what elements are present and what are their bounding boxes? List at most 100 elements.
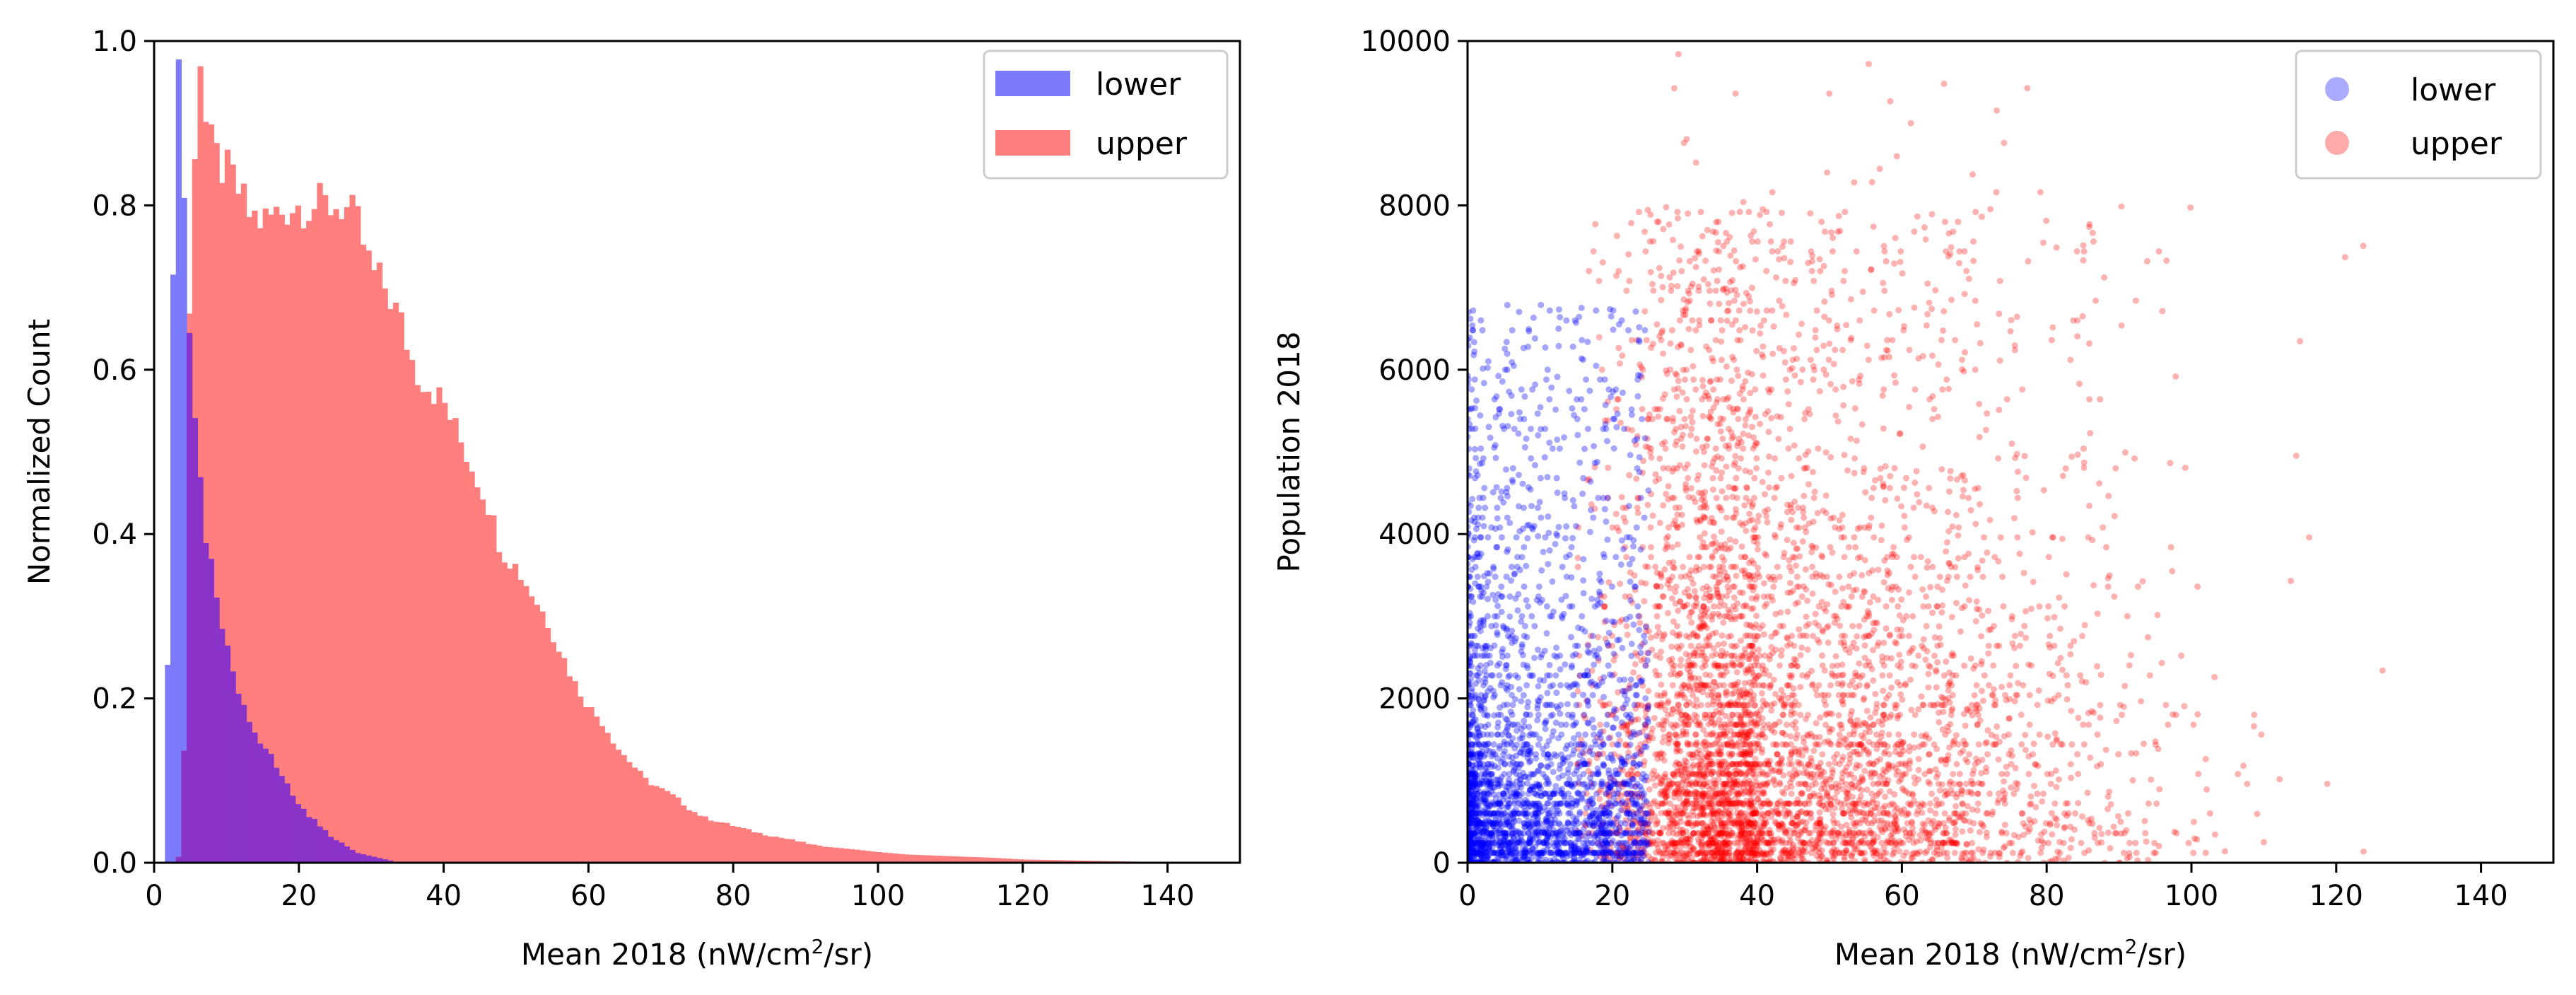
scatter-point-upper: [1763, 552, 1770, 559]
scatter-point-upper: [2001, 796, 2008, 803]
histogram-bar-upper: [544, 627, 551, 863]
scatter-point-upper: [1723, 363, 1730, 370]
scatter-point-upper: [1665, 483, 1672, 490]
scatter-point-upper: [1620, 723, 1627, 730]
scatter-point-upper: [1936, 801, 1943, 808]
scatter-point-upper: [1717, 731, 1724, 738]
scatter-point-upper: [1596, 277, 1603, 284]
scatter-point-upper: [2053, 735, 2060, 743]
scatter-point-upper: [1951, 810, 1958, 817]
scatter-point-upper: [2045, 641, 2052, 648]
scatter-point-upper: [1708, 515, 1715, 522]
scatter-point-upper: [1926, 751, 1933, 758]
scatter-point-upper: [1863, 612, 1870, 619]
scatter-point-upper: [1782, 800, 1789, 807]
scatter-point-upper: [1682, 376, 1689, 383]
scatter-point-upper: [2020, 682, 2027, 689]
scatter-point-upper: [1953, 761, 1960, 768]
scatter-point-upper: [1589, 830, 1596, 837]
scatter-point-upper: [1736, 209, 1743, 216]
histogram-x-tick-label: 0: [145, 880, 163, 912]
scatter-point-upper: [1607, 734, 1614, 741]
scatter-point-upper: [1704, 822, 1711, 830]
histogram-bar-upper: [414, 385, 421, 863]
scatter-point-upper: [1941, 810, 1948, 817]
scatter-point-upper: [1995, 756, 2002, 763]
scatter-point-upper: [1638, 702, 1645, 709]
scatter-point-upper: [1789, 554, 1796, 561]
histogram-bar-upper: [447, 419, 453, 863]
scatter-point-upper: [1672, 740, 1679, 747]
scatter-point-upper: [1868, 807, 1875, 814]
scatter-point-upper: [1776, 662, 1784, 669]
scatter-point-upper: [1726, 762, 1733, 769]
scatter-point-upper: [1891, 702, 1898, 709]
scatter-point-upper: [1763, 600, 1770, 607]
scatter-point-upper: [1877, 756, 1884, 763]
scatter-point-upper: [1867, 810, 1874, 817]
scatter-point-upper: [1788, 516, 1795, 523]
scatter-point-upper: [1884, 743, 1891, 750]
scatter-point-upper: [2017, 642, 2024, 649]
scatter-point-upper: [1844, 692, 1851, 699]
scatter-point-upper: [1699, 771, 1706, 778]
scatter-point-upper: [1653, 612, 1661, 619]
scatter-point-upper: [1592, 221, 1599, 228]
scatter-point-upper: [1670, 85, 1678, 92]
scatter-point-upper: [2075, 714, 2082, 721]
scatter-point-upper: [2080, 459, 2088, 466]
scatter-point-upper: [2013, 663, 2020, 670]
scatter-point-upper: [2181, 703, 2188, 710]
scatter-point-upper: [1839, 810, 1846, 817]
scatter-point-upper: [1681, 769, 1688, 776]
scatter-point-upper: [2009, 849, 2016, 856]
scatter-point-upper: [1906, 589, 1913, 596]
scatter-point-upper: [1760, 789, 1767, 796]
scatter-point-upper: [1690, 363, 1697, 370]
scatter-point-upper: [1799, 846, 1806, 854]
scatter-point-upper: [1924, 280, 1931, 287]
legend-swatch-upper: [995, 130, 1070, 156]
scatter-point-upper: [1837, 721, 1844, 728]
scatter-point-upper: [1716, 682, 1723, 689]
scatter-point-upper: [2059, 535, 2066, 542]
scatter-point-upper: [1883, 849, 1890, 856]
histogram-bar-overlap: [208, 559, 215, 863]
scatter-point-upper: [1771, 494, 1778, 501]
scatter-point-upper: [1723, 612, 1731, 619]
scatter-point-upper: [1733, 366, 1740, 373]
scatter-point-upper: [1816, 809, 1823, 816]
scatter-point-upper: [1700, 755, 1707, 762]
scatter-point-upper: [1682, 423, 1690, 430]
histogram-bar-upper: [349, 194, 356, 863]
scatter-point-upper: [2047, 780, 2054, 787]
scatter-point-upper: [1790, 685, 1797, 692]
scatter-point-upper: [1750, 824, 1757, 831]
scatter-point-upper: [1861, 767, 1868, 774]
scatter-point-upper: [1899, 270, 1906, 277]
scatter-point-upper: [1797, 711, 1804, 718]
scatter-point-upper: [1689, 419, 1696, 426]
scatter-point-upper: [1878, 354, 1885, 361]
scatter-point-upper: [2067, 761, 2074, 768]
scatter-point-upper: [1810, 747, 1817, 755]
scatter-point-upper: [1943, 248, 1950, 255]
scatter-point-upper: [1691, 711, 1698, 718]
scatter-point-upper: [1702, 392, 1709, 400]
scatter-point-upper: [1657, 654, 1664, 661]
scatter-point-upper: [2022, 607, 2030, 615]
scatter-point-upper: [1967, 655, 1974, 662]
scatter-point-upper: [1890, 544, 1897, 551]
scatter-point-upper: [1656, 603, 1663, 610]
scatter-point-upper: [1716, 564, 1723, 571]
scatter-point-upper: [1611, 778, 1618, 785]
scatter-point-upper: [1718, 851, 1725, 859]
scatter-point-upper: [1868, 266, 1875, 273]
scatter-point-upper: [1878, 817, 1885, 824]
scatter-point-upper: [1762, 800, 1769, 807]
scatter-point-upper: [1682, 632, 1690, 639]
scatter-point-upper: [1862, 720, 1869, 727]
scatter-point-upper: [1664, 788, 1671, 795]
histogram-bar-upper: [257, 228, 264, 863]
scatter-point-upper: [1668, 661, 1675, 668]
